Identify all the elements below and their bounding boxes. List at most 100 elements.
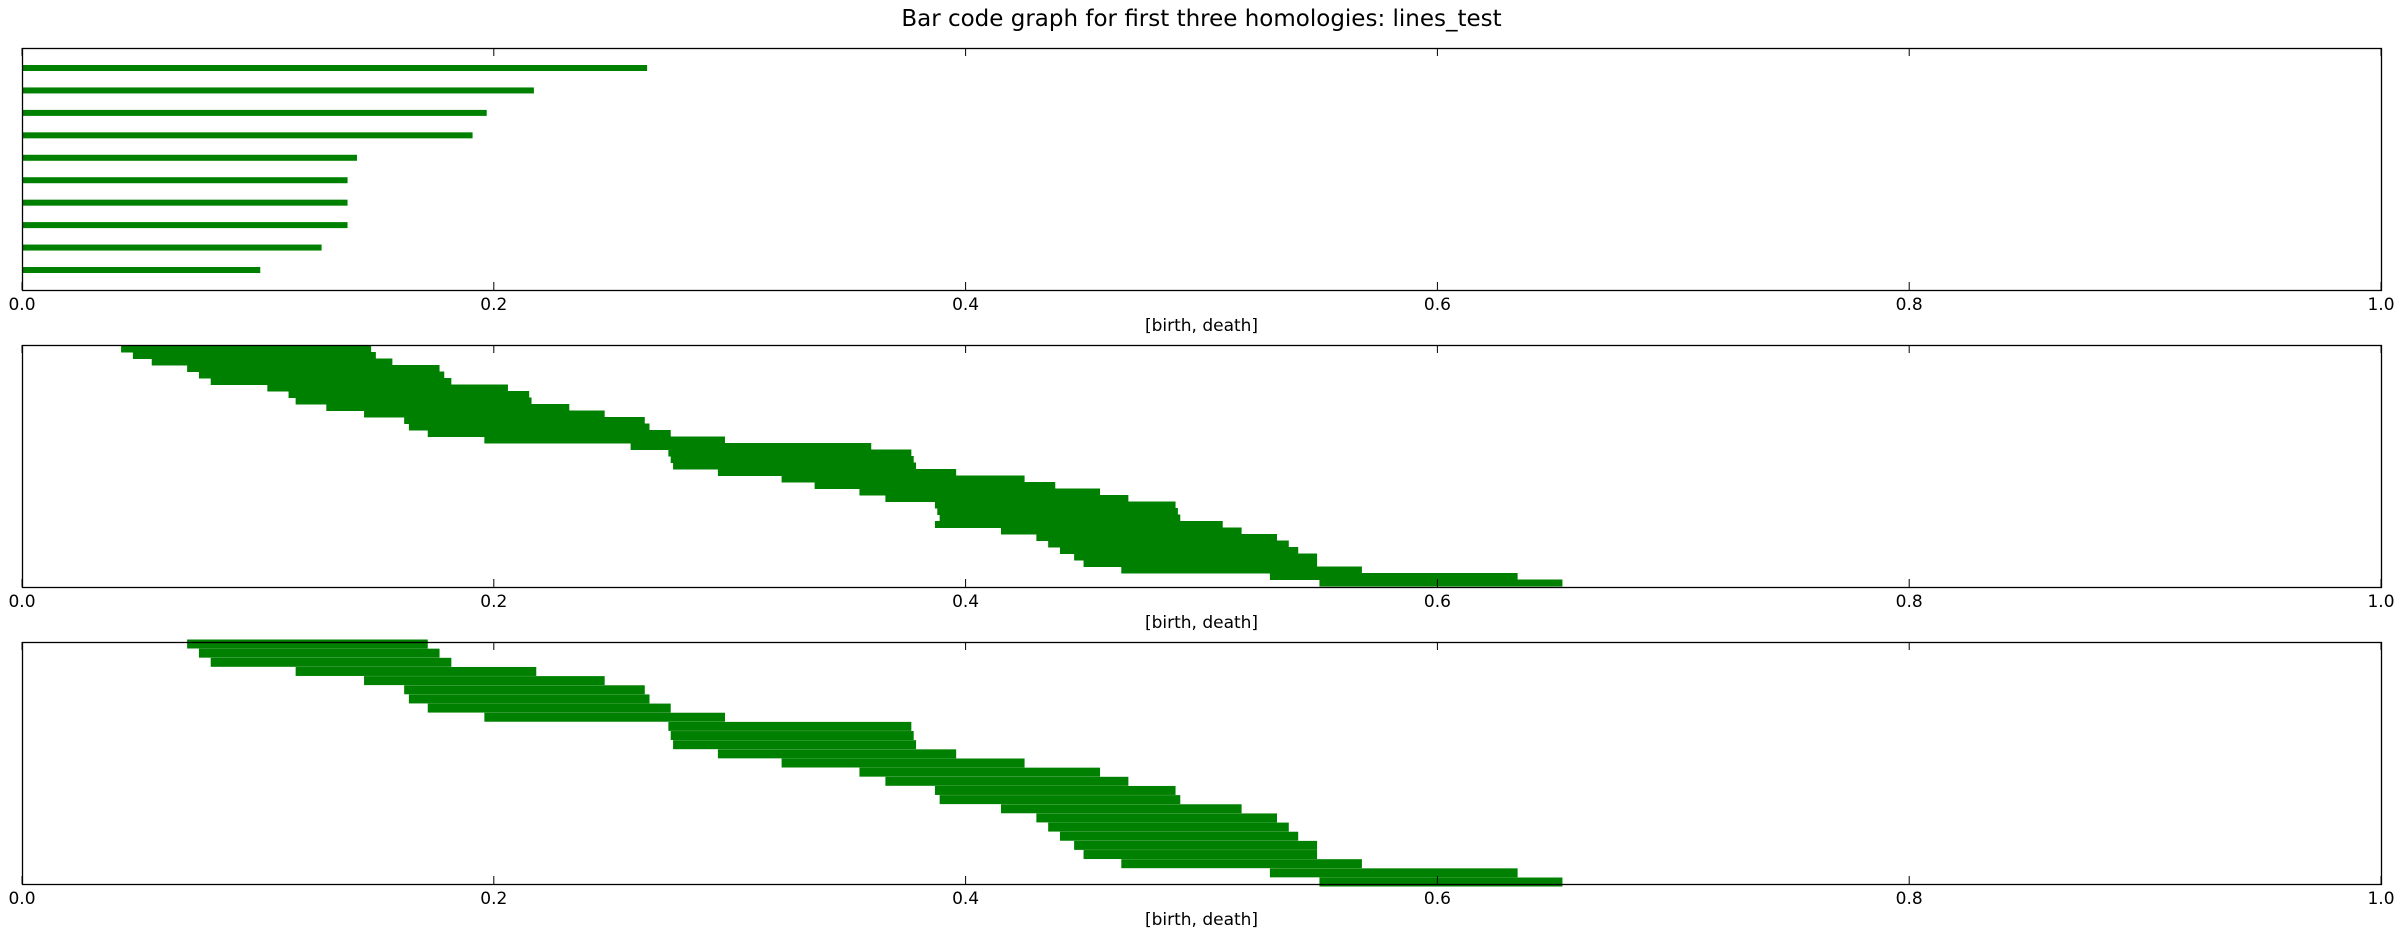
barcode-bar	[934, 785, 1176, 795]
barcode-bar	[22, 132, 473, 139]
barcode-bar	[673, 462, 917, 470]
barcode-bar	[717, 469, 957, 476]
barcode-bar	[22, 222, 348, 229]
barcode-bar	[22, 199, 348, 206]
x-tick-label: 1.0	[2367, 592, 2394, 612]
barcode-bar	[1121, 566, 1362, 574]
barcode-bar	[937, 508, 1178, 515]
panel-h0: 0.0 0.2 0.4 0.6 0.8 1.0 [birth, death]	[8, 47, 2395, 336]
barcode-bar	[267, 384, 508, 392]
barcode-bar	[814, 482, 1056, 489]
barcode-bar	[210, 378, 452, 385]
barcode-bar	[1074, 553, 1318, 561]
barcode-bar	[1000, 527, 1242, 535]
barcode-bar	[1269, 868, 1518, 878]
barcode-bar	[859, 488, 1101, 496]
barcode-bar	[885, 776, 1129, 786]
barcode-bar	[1083, 850, 1318, 860]
barcode-bar	[1083, 560, 1318, 567]
x-tick-label: 1.0	[2367, 889, 2394, 909]
barcode-bar	[1048, 822, 1289, 832]
axes-frame	[21, 47, 2383, 292]
barcode-bar	[22, 177, 348, 184]
barcode-bar	[939, 795, 1181, 805]
barcode-bar	[781, 758, 1025, 768]
barcode-bar	[1059, 547, 1299, 554]
barcode-bar	[1121, 859, 1362, 869]
barcode-bar	[404, 417, 645, 424]
barcode-bar	[427, 703, 671, 713]
barcode-bar	[668, 721, 912, 731]
barcode-bar	[198, 648, 440, 658]
barcode-bar	[22, 65, 648, 71]
barcode-bar	[717, 749, 957, 759]
barcode-bar	[364, 676, 605, 686]
barcode-bar	[151, 358, 393, 366]
barcode-bar	[673, 740, 917, 750]
barcode-bar	[668, 449, 912, 457]
barcode-bar	[22, 154, 357, 161]
barcode-bar	[121, 345, 372, 353]
barcode-bar	[1059, 831, 1299, 841]
barcode-bar	[1269, 573, 1518, 580]
barcode-bar	[1000, 804, 1242, 814]
x-tick-label: 0.6	[1424, 295, 1451, 315]
x-axis-label: [birth, death]	[1145, 613, 1258, 633]
x-tick-label: 0.0	[8, 295, 35, 315]
x-tick-label: 0.2	[480, 889, 507, 909]
x-tick-label: 0.8	[1896, 295, 1923, 315]
barcode-bar	[859, 767, 1101, 777]
x-tick-label: 0.2	[480, 295, 507, 315]
x-tick-label: 0.0	[8, 889, 35, 909]
figure-title: Bar code graph for first three homologie…	[901, 6, 1502, 32]
barcode-bar	[934, 521, 1223, 528]
barcode-bar	[1048, 540, 1289, 548]
x-tick-label: 0.2	[480, 592, 507, 612]
x-tick-label: 0.6	[1424, 592, 1451, 612]
barcode-bar	[670, 731, 914, 741]
barcode-bar	[326, 404, 570, 411]
barcode-bar	[427, 430, 671, 437]
barcode-bar	[1319, 579, 1563, 587]
x-tick-label: 0.8	[1896, 592, 1923, 612]
barcode-bar	[939, 514, 1181, 522]
x-tick-label: 0.0	[8, 592, 35, 612]
barcode-bar	[408, 423, 650, 431]
barcode-bar	[781, 475, 1025, 483]
barcode-bar	[1036, 534, 1277, 541]
barcode-bar	[885, 495, 1129, 502]
barcode-bar	[484, 436, 725, 444]
barcode-bar	[1036, 813, 1277, 823]
x-tick-label: 1.0	[2367, 295, 2394, 315]
panel-h1: 0.0 0.2 0.4 0.6 0.8 1.0 [birth, death]	[8, 344, 2395, 633]
x-tick-label: 0.4	[952, 295, 979, 315]
x-axis-label: [birth, death]	[1145, 910, 1258, 930]
barcode-bar	[187, 639, 428, 649]
barcode-bar	[22, 267, 261, 273]
barcode-bar	[210, 657, 452, 667]
barcode-bar	[22, 244, 322, 251]
barcode-bar	[132, 352, 376, 359]
x-tick-label: 0.4	[952, 592, 979, 612]
barcode-bar	[934, 501, 1176, 509]
barcode-bar	[22, 109, 487, 116]
x-tick-label: 0.8	[1896, 889, 1923, 909]
barcode-bar	[295, 666, 537, 676]
barcode-bar	[198, 371, 445, 379]
panel-h2: 0.0 0.2 0.4 0.6 0.8 1.0 [birth, death]	[8, 639, 2395, 930]
barcode-bar	[630, 443, 872, 450]
barcode-bar	[1074, 840, 1318, 850]
barcode-bar	[364, 410, 605, 418]
barcode-bar	[670, 456, 914, 463]
barcode-bar	[22, 87, 534, 94]
barcode-bar	[288, 391, 530, 398]
barcode-bar	[404, 685, 645, 695]
barcode-bar	[187, 365, 440, 372]
axes-frame	[21, 344, 2383, 589]
x-tick-label: 0.4	[952, 889, 979, 909]
barcode-bar	[484, 712, 725, 722]
barcode-bar	[408, 694, 650, 704]
x-axis-label: [birth, death]	[1145, 316, 1258, 336]
barcode-bar	[295, 397, 532, 405]
